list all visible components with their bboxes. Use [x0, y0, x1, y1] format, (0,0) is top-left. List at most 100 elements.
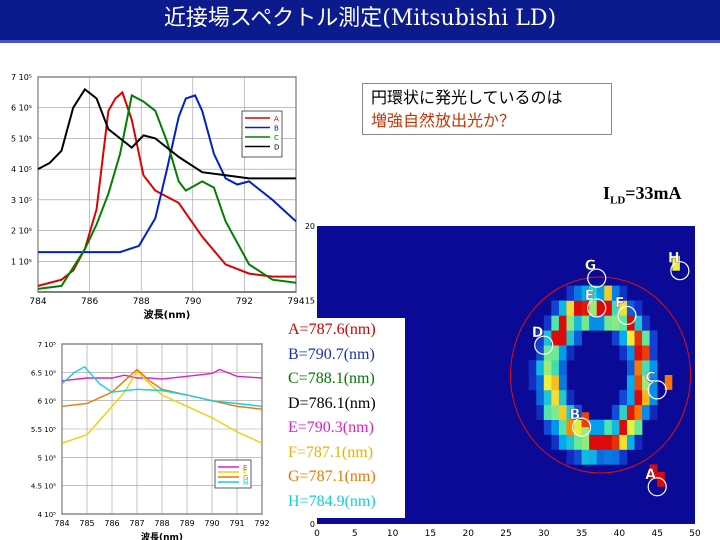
x-tick-label: 792	[254, 519, 269, 528]
heatmap-cell	[596, 434, 605, 450]
heatmap-x-tick-label: 40	[614, 529, 626, 539]
legend-label-g: G	[243, 474, 248, 482]
heatmap-cell	[619, 300, 628, 316]
legend-label-a: A	[274, 115, 279, 123]
heatmap-cell	[551, 300, 560, 316]
heatmap-cell	[619, 434, 628, 450]
heatmap-hotspot	[657, 471, 665, 487]
heatmap-cell	[566, 300, 575, 316]
heatmap-cell	[649, 360, 658, 376]
y-tick-label: 7 10⁵	[38, 341, 57, 349]
y-tick-label: 2 10⁵	[11, 227, 32, 236]
heatmap-cell	[558, 404, 567, 420]
heatmap-x-tick-label: 10	[387, 529, 399, 539]
heatmap-cell	[634, 404, 643, 420]
heatmap-cell	[634, 375, 643, 391]
heatmap-cell	[596, 300, 605, 316]
heatmap-cell	[611, 285, 620, 301]
heatmap-cell	[543, 375, 552, 391]
series-line-c	[37, 93, 297, 290]
heatmap-cell	[543, 404, 552, 420]
heatmap-cell	[551, 360, 560, 376]
heatmap-cell	[649, 404, 658, 420]
marker-circle-c	[647, 380, 667, 400]
y-tick-label: 4 10⁵	[11, 165, 32, 174]
heatmap-cell	[604, 419, 613, 435]
heatmap-hotspot	[672, 255, 680, 271]
heatmap-x-tick-label: 50	[689, 529, 701, 539]
heatmap-cell	[581, 434, 590, 450]
heatmap-cell	[558, 300, 567, 316]
heatmap-cell	[626, 389, 635, 406]
heatmap-cell	[611, 434, 620, 450]
heatmap-cell	[634, 434, 643, 450]
y-tick-label: 6 10⁵	[38, 398, 57, 406]
heatmap-cell	[649, 330, 658, 346]
spectrum-chart-abcd: 784 786 788 790 792 794 1 10⁵ 2 10⁵ 3 10⁵ 4 10⁵ 5 …	[11, 73, 305, 320]
heatmap-cell	[566, 434, 575, 450]
y-tick-label: 3 10⁵	[11, 196, 32, 205]
heatmap-cell	[619, 285, 628, 301]
heatmap-cell	[596, 315, 605, 331]
x-tick-label: 790	[184, 297, 201, 307]
heatmap-cell	[604, 449, 613, 465]
heatmap-cell	[543, 419, 552, 435]
marker-label-b: B	[570, 407, 581, 423]
heatmap-cell	[611, 300, 620, 316]
heatmap-cell	[611, 404, 620, 420]
series-line-b	[38, 94, 297, 254]
marker-circle-b	[572, 417, 592, 437]
heatmap-cell	[581, 419, 590, 435]
x-tick-label: 794	[287, 297, 304, 307]
legend-label-h: H	[243, 479, 248, 487]
heatmap-cell	[642, 330, 650, 346]
y-tick-label: 4 10⁵	[38, 511, 57, 519]
heatmap-cell	[642, 389, 650, 406]
marker-label-h: H	[668, 251, 680, 267]
heatmap-cell	[596, 285, 605, 301]
heatmap-cell	[574, 330, 582, 346]
heatmap-cell	[634, 300, 643, 316]
wavelength-list: A=787.6(nm) B=790.7(nm) C=788.1(nm) D=78…	[283, 318, 405, 518]
heatmap-cell	[634, 389, 643, 406]
heatmap-cell	[626, 330, 635, 346]
legend-box	[214, 459, 252, 489]
marker-circle-g	[587, 268, 607, 288]
y-tick-label: 6 10⁵	[11, 104, 32, 113]
heatmap-cell	[581, 449, 590, 465]
comment-box: 円環状に発光しているのは 増強自然放出光か？	[362, 83, 612, 135]
heatmap-cell	[536, 389, 545, 406]
heatmap-cell	[558, 360, 567, 376]
heatmap-cell	[536, 375, 545, 391]
x-tick-label: 784	[29, 297, 46, 307]
heatmap-cell	[649, 345, 658, 361]
heatmap-cell	[589, 300, 598, 316]
heatmap-cell	[551, 345, 560, 361]
x-tick-label: 785	[79, 519, 94, 528]
heatmap-x-tick-label: 30	[538, 529, 550, 539]
y-tick-label: 5.5 10⁵	[31, 426, 56, 434]
x-tick-label: 784	[54, 519, 69, 528]
heatmap-cell	[589, 419, 598, 435]
heatmap-cell	[626, 345, 635, 361]
heatmap-cell	[649, 389, 658, 406]
x-tick-label: 788	[154, 519, 169, 528]
heatmap-cell	[649, 375, 658, 391]
heatmap-cell	[543, 330, 552, 346]
heatmap-cell	[589, 315, 598, 331]
heatmap-x-tick-label: 25	[500, 529, 511, 539]
heatmap-x-tick-label: 0	[314, 529, 320, 539]
marker-circle-a	[647, 477, 667, 497]
y-tick-label: 5 10⁵	[11, 134, 32, 143]
marker-label-f: F	[615, 295, 625, 311]
x-axis-label: 波長(nm)	[144, 308, 191, 320]
y-tick-label: 7 10⁵	[11, 73, 32, 82]
heatmap-cell	[528, 375, 537, 391]
legend-label-c: C	[274, 134, 279, 142]
heatmap-x-tick-label: 35	[576, 529, 587, 539]
marker-circle-d	[534, 335, 554, 355]
heatmap-cell	[551, 375, 560, 391]
heatmap-cell	[558, 315, 567, 331]
y-tick-label: 6.5 10⁵	[31, 369, 56, 377]
heatmap-x-tick-label: 15	[425, 529, 436, 539]
